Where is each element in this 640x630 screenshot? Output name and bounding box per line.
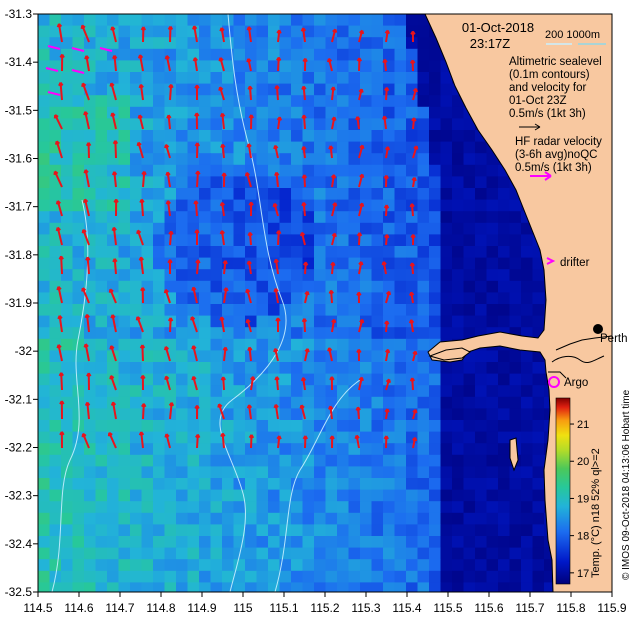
y-tick-label: -32.4	[5, 537, 33, 551]
y-axis: -31.3 -31.4 -31.5 -31.6 -31.7 -31.8 -31.9 -32 -3…	[5, 7, 38, 599]
colorbar-ticks: 17 18 19 20 21	[570, 419, 589, 580]
city-dot-icon	[593, 324, 603, 334]
y-tick-label: -31.6	[5, 152, 33, 166]
colorbar-tick-label: 20	[577, 456, 589, 468]
island	[428, 347, 471, 361]
credit-text: © IMOS 09-Oct-2018 04:13:06 Hobart time	[621, 389, 632, 580]
y-tick-label: -31.9	[5, 296, 33, 310]
island-2	[509, 437, 519, 472]
drifter-icon	[546, 257, 556, 265]
legend-line: HF radar velocity	[515, 136, 602, 148]
altimetry-scale: 0.5m/s (1kt 3h)	[509, 108, 586, 120]
legend-line: Altimetric sealevel	[509, 56, 602, 68]
argo-legend: Argo	[548, 376, 588, 389]
y-tick-label: -32.1	[5, 392, 33, 406]
hf-radar-legend: HF radar velocity (3-6h avg)noQC 0.5m/s …	[515, 136, 602, 181]
x-tick-label: 115.1	[269, 601, 298, 615]
legend-line: and velocity for	[509, 82, 587, 94]
x-tick-label: 114.8	[146, 601, 175, 615]
velocity-arrows	[45, 23, 419, 449]
x-tick-label: 115	[233, 601, 252, 615]
colorbar-tick-label: 21	[577, 419, 589, 431]
colorbar-tick-label: 18	[577, 531, 589, 543]
x-tick-label: 115.3	[351, 601, 380, 615]
y-tick-label: -32.5	[5, 585, 33, 599]
y-tick-label: -32.3	[5, 489, 33, 503]
x-tick-label: 115.8	[556, 601, 585, 615]
x-tick-label: 115.2	[310, 601, 339, 615]
perth-marker: Perth	[593, 324, 628, 345]
argo-icon	[548, 376, 560, 388]
colorbar	[555, 397, 571, 585]
altimetry-legend: Altimetric sealevel (0.1m contours) and …	[509, 56, 602, 131]
x-tick-label: 115.9	[597, 601, 626, 615]
y-tick-label: -32.2	[5, 441, 33, 455]
x-tick-label: 114.9	[187, 601, 216, 615]
legend-line: (3-6h avg)noQC	[515, 149, 597, 161]
x-tick-label: 115.6	[474, 601, 503, 615]
x-tick-label: 114.7	[105, 601, 134, 615]
y-tick-label: -31.5	[5, 103, 33, 117]
map-date: 01-Oct-2018	[462, 20, 534, 35]
legend-line: (0.1m contours)	[509, 69, 590, 81]
y-tick-label: -31.8	[5, 248, 33, 262]
map-time: 23:17Z	[470, 36, 511, 51]
drifter-label: drifter	[560, 257, 590, 269]
x-tick-label: 114.5	[23, 601, 52, 615]
x-tick-label: 115.5	[433, 601, 462, 615]
y-tick-label: -32	[15, 344, 33, 358]
colorbar-tick-label: 17	[577, 568, 589, 580]
depth-contour-key: 200 1000m	[545, 29, 600, 41]
x-axis: 114.5 114.6 114.7 114.8 114.9 115 115.1 115.2 11…	[23, 592, 627, 615]
y-tick-label: -31.4	[5, 55, 33, 69]
drifter-legend: drifter	[546, 257, 590, 269]
colorbar-label: Temp. (°C) n18 52% ql>=2	[590, 448, 602, 578]
perth-label: Perth	[600, 333, 628, 345]
x-tick-label: 115.7	[515, 601, 544, 615]
x-tick-label: 114.6	[64, 601, 93, 615]
argo-label: Argo	[564, 377, 588, 389]
x-tick-label: 115.4	[392, 601, 421, 615]
y-tick-label: -31.7	[5, 200, 33, 214]
legend-line: 01-Oct 23Z	[509, 95, 567, 107]
hf-radar-scale: 0.5m/s (1kt 3h)	[515, 162, 592, 174]
y-tick-label: -31.3	[5, 7, 33, 21]
colorbar-tick-label: 19	[577, 493, 589, 505]
